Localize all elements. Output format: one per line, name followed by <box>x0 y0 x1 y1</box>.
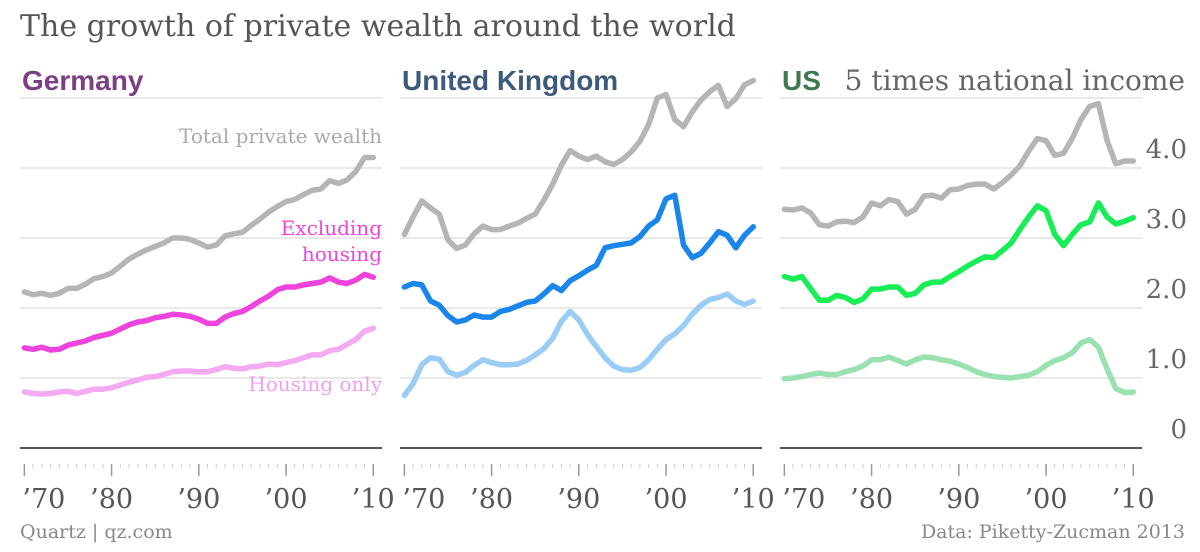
y-tick-label: 4.0 <box>1146 135 1187 165</box>
x-tick-label: ’10 <box>352 484 395 515</box>
x-tick-label: ’80 <box>470 484 513 515</box>
x-tick-label: ’90 <box>937 484 980 515</box>
x-tick-label: ’00 <box>1025 484 1068 515</box>
series-line-total-private-wealth <box>21 154 377 299</box>
x-tick-label: ’10 <box>732 484 775 515</box>
x-tick-label: ’80 <box>90 484 133 515</box>
series-label-line: Excluding <box>281 216 382 240</box>
x-tick-label: ’70 <box>782 484 825 515</box>
x-tick-label: ’90 <box>177 484 220 515</box>
x-tick-label: ’70 <box>22 484 65 515</box>
panel-united-kingdom: ’70 ’80 ’90 ’00 ’10 United Kingdom <box>400 65 775 515</box>
series-line-excluding-housing <box>781 200 1137 306</box>
series-label-housing-only: Housing only <box>248 372 382 396</box>
panel-us: ’70 ’80 ’90 ’00 ’10 US 0 1.0 2.0 3.0 4.0 <box>780 65 1187 515</box>
y-tick-label: 1.0 <box>1146 345 1187 375</box>
panel-title: United Kingdom <box>402 65 618 96</box>
series-label-line: housing <box>302 242 382 266</box>
y-tick-label: 0 <box>1170 415 1187 445</box>
x-tick-label: ’00 <box>645 484 688 515</box>
x-tick-label: ’80 <box>850 484 893 515</box>
y-tick-label: 3.0 <box>1146 205 1187 235</box>
series-line-excluding-housing <box>401 192 757 325</box>
series-line-total-private-wealth <box>781 100 1137 229</box>
y-tick-label: 2.0 <box>1146 275 1187 305</box>
panel-germany: ’70 ’80 ’90 ’00 ’10 Germany Total private weal… <box>20 65 395 515</box>
chart-title: The growth of private wealth around the … <box>20 9 736 44</box>
credit-label: Data: Piketty-Zucman 2013 <box>921 521 1185 543</box>
series-line-housing-only <box>781 336 1137 396</box>
y-axis-note: 5 times national income <box>845 64 1185 97</box>
source-label: Quartz | qz.com <box>20 521 173 543</box>
series-label-total-private-wealth: Total private wealth <box>179 124 382 148</box>
x-tick-label: ’90 <box>557 484 600 515</box>
panels: ’70 ’80 ’90 ’00 ’10 Germany Total private weal… <box>20 65 1187 515</box>
series-line-housing-only <box>21 325 377 397</box>
panel-title: US <box>782 65 821 96</box>
x-tick-label: ’10 <box>1112 484 1155 515</box>
series-line-total-private-wealth <box>401 77 757 252</box>
series-line-housing-only <box>401 291 757 399</box>
series-line-excluding-housing <box>21 271 377 353</box>
x-tick-label: ’70 <box>402 484 445 515</box>
panel-title: Germany <box>22 65 144 96</box>
x-tick-label: ’00 <box>265 484 308 515</box>
series-label-excluding-housing: Excluding housing <box>281 216 382 266</box>
